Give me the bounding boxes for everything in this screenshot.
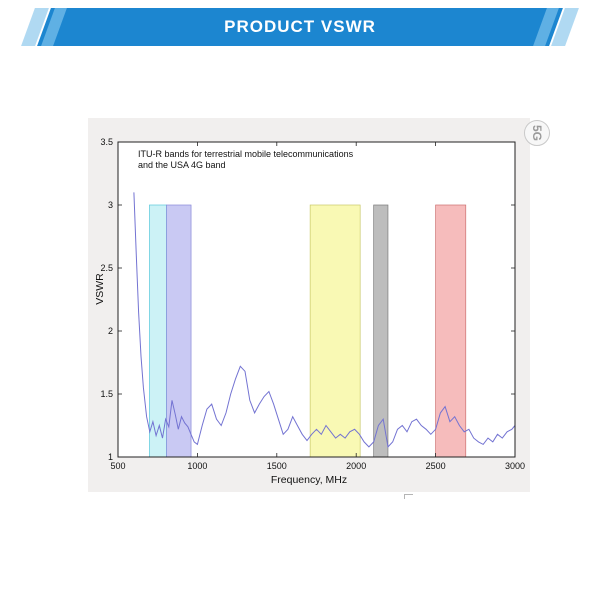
x-tick-label: 3000 [505,461,525,471]
band-2110-2200-band [373,204,389,458]
page-title: PRODUCT VSWR [224,17,376,36]
x-tick-label: 1500 [267,461,287,471]
annotation-line2: and the USA 4G band [138,160,226,170]
y-tick-label: 3.5 [100,137,113,147]
y-tick-label: 3 [108,200,113,210]
stray-mark [404,494,413,499]
y-axis-label: VSWR [94,273,106,305]
annotation-line1: ITU-R bands for terrestrial mobile telec… [138,149,354,159]
vswr-chart-svg: 500 1000 1500 2000 2500 3000 1 1.5 2 2.5 3 3.5 ITU-R… [100,137,525,471]
x-tick-label: 2500 [426,461,446,471]
x-axis-label: Frequency, MHz [270,474,348,486]
y-tick-label: 2 [108,326,113,336]
axes-box [117,141,516,458]
band-700mhz-band [149,204,167,458]
5g-watermark-label: 5G [529,124,544,142]
y-tick-label: 1 [108,452,113,462]
y-tick-label: 2.5 [100,263,113,273]
x-tick-label: 500 [110,461,125,471]
x-tick-label: 2000 [346,461,366,471]
y-tick-label: 1.5 [100,389,113,399]
band-850-960-band [166,204,192,458]
x-tick-label: 1000 [187,461,207,471]
5g-watermark-icon: 5G [524,120,550,146]
vswr-curve [133,192,516,448]
band-1710-2025-band [309,204,361,458]
vswr-figure: 500 1000 1500 2000 2500 3000 1 1.5 2 2.5 3 3.5 ITU-R… [88,118,530,492]
header-banner: PRODUCT VSWR [0,8,600,46]
band-2500-2690-band [435,204,467,458]
